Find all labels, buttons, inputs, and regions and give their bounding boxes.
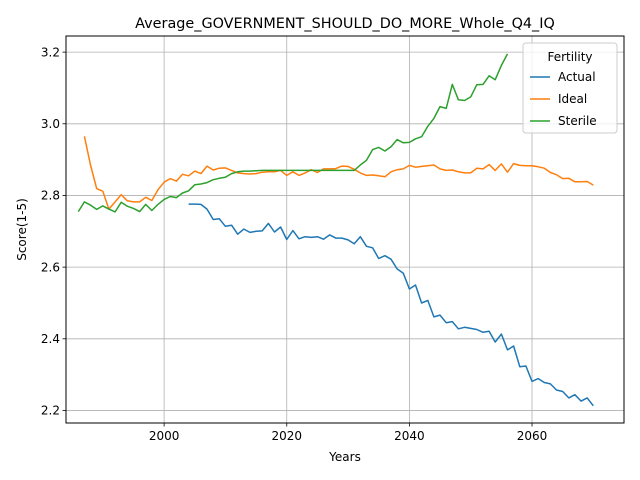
y-axis-label: Score(1-5) <box>15 198 29 261</box>
y-tick-label: 3.0 <box>41 117 60 131</box>
x-tick-label: 2060 <box>517 429 548 443</box>
y-tick-label: 3.2 <box>41 45 60 59</box>
series-line-actual <box>188 203 594 407</box>
y-axis: 2.2 2.4 2.6 2.8 3.0 3.2 <box>41 45 66 418</box>
legend-items: Actual Ideal Sterile <box>530 70 597 128</box>
x-tick-label: 2020 <box>271 429 302 443</box>
legend-label-ideal: Ideal <box>558 92 587 106</box>
legend: Fertility Actual Ideal Sterile <box>522 42 618 134</box>
series-line-sterile <box>77 53 509 213</box>
y-tick-label: 2.2 <box>41 404 60 418</box>
x-axis-label: Years <box>328 450 361 464</box>
x-tick-label: 2000 <box>149 429 180 443</box>
x-tick-label: 2040 <box>394 429 425 443</box>
legend-box <box>522 42 618 134</box>
legend-title: Fertility <box>547 50 592 64</box>
y-tick-label: 2.6 <box>41 260 60 274</box>
series-layer <box>77 53 594 407</box>
y-tick-label: 2.4 <box>41 332 60 346</box>
y-tick-label: 2.8 <box>41 189 60 203</box>
chart-title: Average_GOVERNMENT_SHOULD_DO_MORE_Whole_… <box>135 16 555 32</box>
plot-frame <box>65 35 625 424</box>
legend-label-actual: Actual <box>558 70 596 84</box>
series-line-ideal <box>83 136 594 210</box>
legend-label-sterile: Sterile <box>558 114 597 128</box>
x-axis: 2000 2020 2040 2060 <box>149 423 547 443</box>
